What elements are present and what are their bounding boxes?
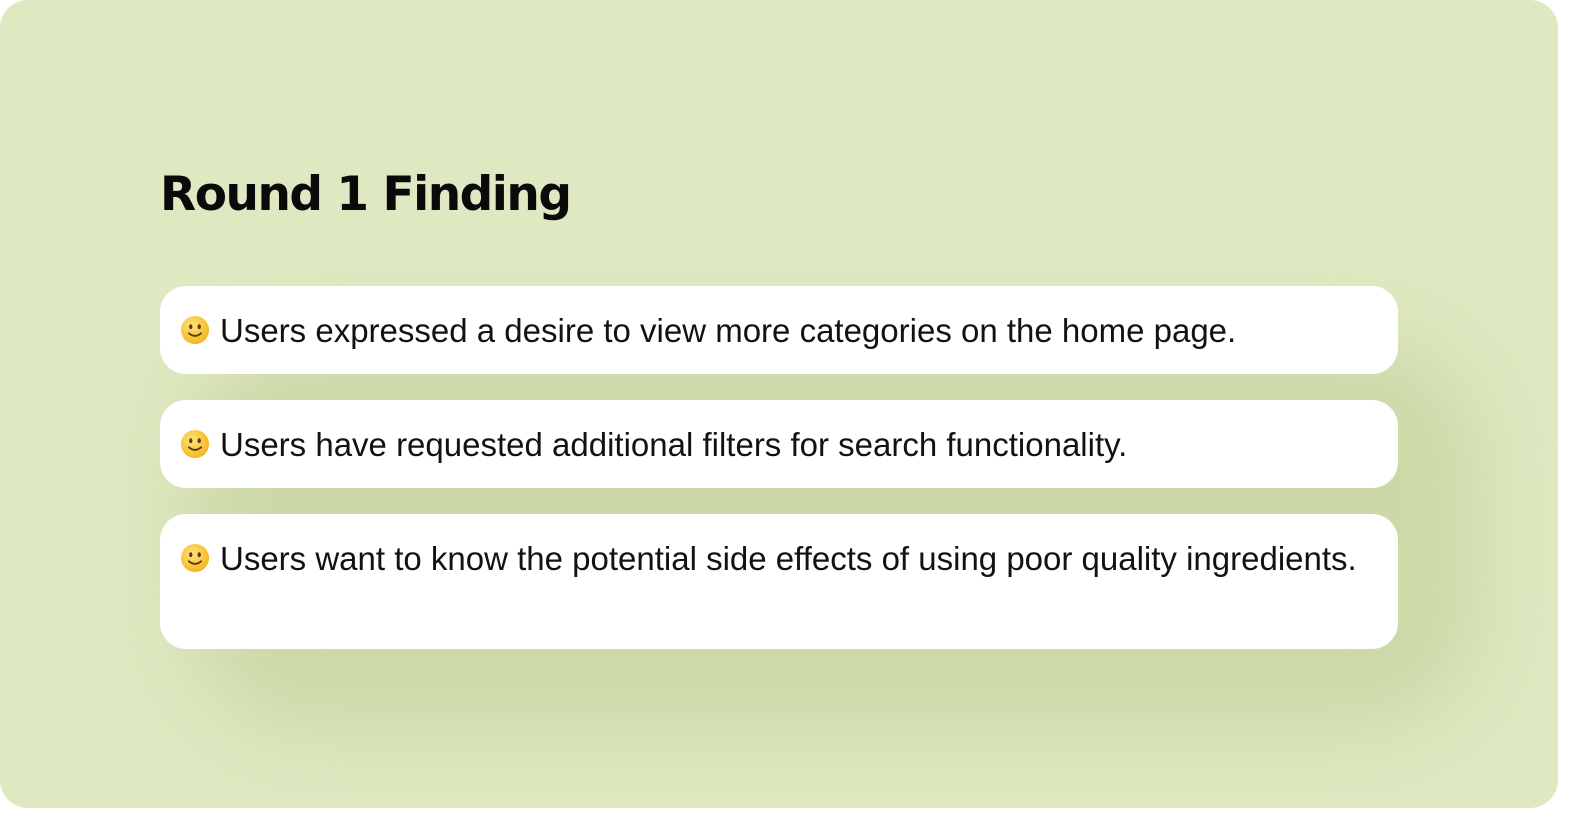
- slightly-smiling-face-icon: [180, 315, 210, 345]
- finding-card: Users have requested additional filters …: [160, 400, 1398, 488]
- findings-list: Users expressed a desire to view more ca…: [160, 286, 1398, 649]
- slightly-smiling-face-icon: [180, 429, 210, 459]
- page-title: Round 1 Finding: [160, 167, 572, 222]
- slightly-smiling-face-icon: [180, 543, 210, 573]
- finding-card: Users want to know the potential side ef…: [160, 514, 1398, 649]
- finding-text: Users expressed a desire to view more ca…: [220, 312, 1237, 349]
- finding-text: Users have requested additional filters …: [220, 426, 1128, 463]
- finding-card: Users expressed a desire to view more ca…: [160, 286, 1398, 374]
- finding-text: Users want to know the potential side ef…: [220, 540, 1357, 577]
